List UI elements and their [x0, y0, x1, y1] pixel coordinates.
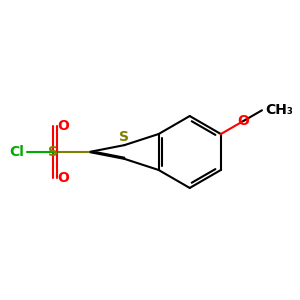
- Text: S: S: [48, 145, 58, 159]
- Text: Cl: Cl: [9, 145, 24, 159]
- Text: CH₃: CH₃: [265, 103, 293, 117]
- Text: O: O: [57, 119, 69, 133]
- Text: O: O: [237, 114, 249, 128]
- Text: S: S: [119, 130, 129, 144]
- Text: O: O: [57, 171, 69, 185]
